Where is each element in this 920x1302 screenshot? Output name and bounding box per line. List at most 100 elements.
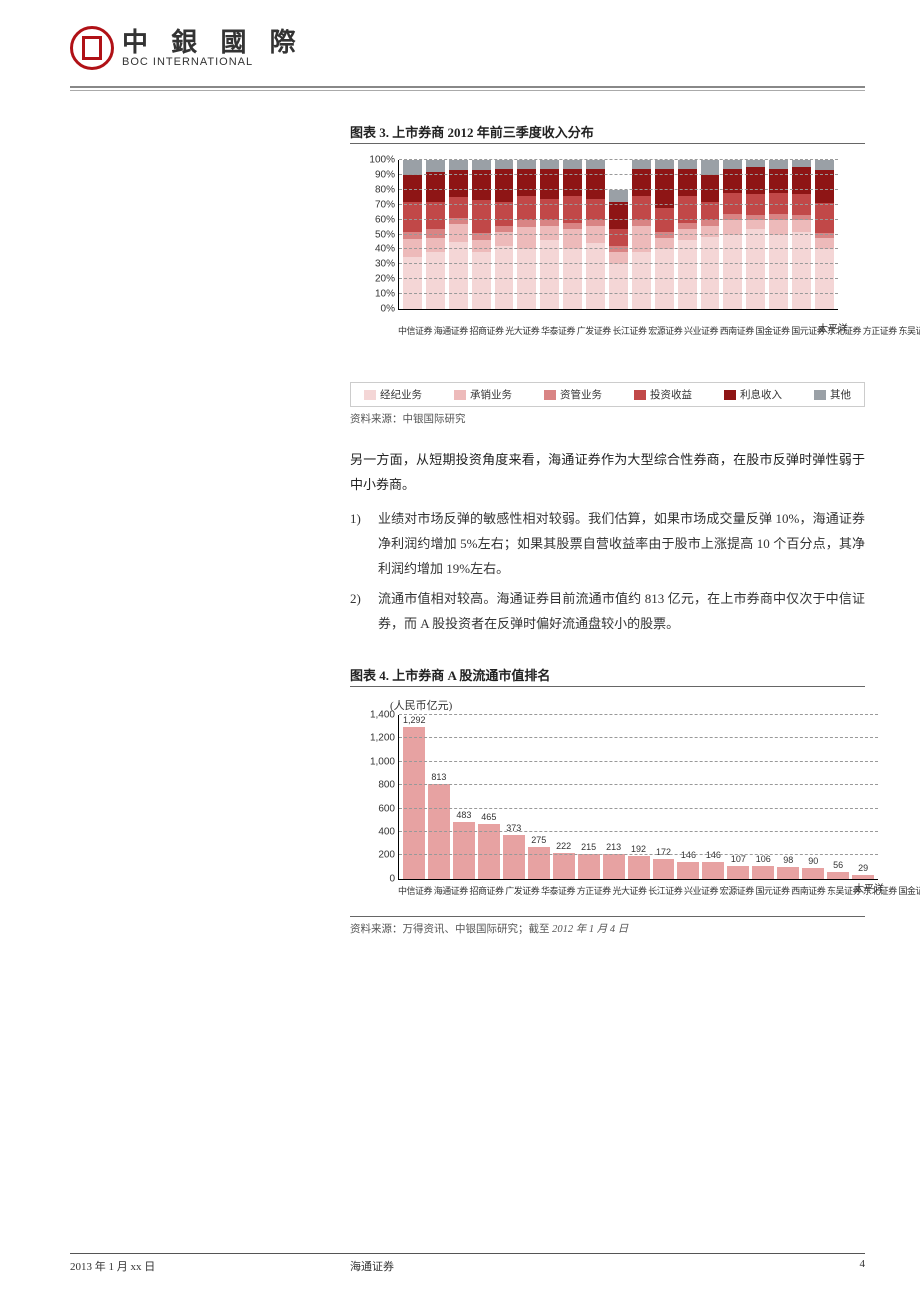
chart4-ytick: 200: [351, 850, 395, 861]
chart3-bars: [399, 160, 838, 309]
chart3-seg: [746, 160, 765, 167]
chart3-seg: [517, 249, 536, 309]
chart4-bar: 146: [677, 862, 699, 879]
footer-company: 海通证券: [350, 1258, 860, 1274]
chart3-seg: [540, 199, 559, 220]
chart3-seg: [517, 196, 536, 220]
chart3-bar: [655, 160, 674, 309]
chart3-bar: [517, 160, 536, 309]
chart3-seg: [472, 200, 491, 233]
chart3-bar: [495, 160, 514, 309]
chart3-seg: [746, 167, 765, 194]
chart3-seg: [472, 160, 491, 170]
legend-item: 其他: [814, 387, 851, 402]
chart3-ytick: 0%: [359, 304, 395, 315]
chart4-ytick: 400: [351, 826, 395, 837]
chart3-seg: [815, 170, 834, 203]
chart4-bar: 90: [802, 868, 824, 879]
chart3-bar: [678, 160, 697, 309]
chart3-ytick: 70%: [359, 199, 395, 210]
legend-swatch: [544, 390, 556, 400]
list-item: 2)流通市值相对较高。海通证券目前流通市值约 813 亿元，在上市券商中仅次于中…: [350, 587, 865, 636]
chart3-seg: [563, 249, 582, 309]
chart3-seg: [586, 243, 605, 309]
chart4-ytick: 1,200: [351, 733, 395, 744]
chart4-bar-value: 275: [528, 835, 550, 845]
legend-item: 承销业务: [454, 387, 512, 402]
chart3-ytick: 30%: [359, 259, 395, 270]
chart3-gridline: [399, 219, 838, 220]
chart3-seg: [540, 160, 559, 169]
chart3-seg: [449, 160, 468, 170]
chart4-bar-value: 106: [752, 854, 774, 864]
chart4-gridline: [399, 714, 878, 715]
chart3-seg: [609, 264, 628, 309]
chart3-seg: [792, 232, 811, 309]
chart3-seg: [792, 220, 811, 232]
chart4-source-date: 2012 年 1 月 4 日: [552, 924, 628, 935]
list-item: 1)业绩对市场反弹的敏感性相对较弱。我们估算，如果市场成交量反弹 10%，海通证…: [350, 507, 865, 581]
chart3-seg: [403, 202, 422, 232]
chart3-seg: [792, 167, 811, 194]
chart3-seg: [815, 249, 834, 309]
chart3-seg: [632, 196, 651, 220]
chart3-bar: [769, 160, 788, 309]
chart3-bar: [746, 160, 765, 309]
chart3-seg: [678, 160, 697, 169]
legend-item: 经纪业务: [364, 387, 422, 402]
list-item-number: 2): [350, 587, 378, 636]
numbered-list: 1)业绩对市场反弹的敏感性相对较弱。我们估算，如果市场成交量反弹 10%，海通证…: [350, 507, 865, 636]
legend-label: 承销业务: [470, 387, 512, 402]
chart3-bar: [792, 160, 811, 309]
chart4-bar-value: 222: [553, 841, 575, 851]
chart4-bar-value: 90: [802, 856, 824, 866]
legend-swatch: [454, 390, 466, 400]
chart3-seg: [586, 199, 605, 220]
legend-label: 投资收益: [650, 387, 692, 402]
footer-page: 4: [860, 1258, 866, 1274]
chart3-ytick: 60%: [359, 214, 395, 225]
chart3-seg: [632, 252, 651, 309]
chart3-ytick: 10%: [359, 289, 395, 300]
chart4-ytick: 600: [351, 803, 395, 814]
chart3-seg: [678, 240, 697, 309]
chart4-title-rule: [350, 686, 865, 687]
footer-date: 2013 年 1 月 xx 日: [70, 1258, 350, 1274]
chart3-seg: [426, 202, 445, 229]
chart3-seg: [609, 229, 628, 247]
list-item-text: 业绩对市场反弹的敏感性相对较弱。我们估算，如果市场成交量反弹 10%，海通证券净…: [378, 507, 865, 581]
chart3-seg: [403, 257, 422, 309]
chart4-bar: 98: [777, 867, 799, 878]
header-rule-thick: [70, 86, 865, 88]
chart3-ytick: 80%: [359, 184, 395, 195]
chart3-seg: [472, 252, 491, 309]
page-header: 中 銀 國 際 BOC INTERNATIONAL: [0, 0, 920, 90]
chart4-bar-value: 29: [852, 863, 874, 873]
chart3-seg: [769, 235, 788, 310]
chart3-seg: [426, 238, 445, 253]
chart3-seg: [472, 170, 491, 200]
chart4-xlabel-row: 中信证券 海通证券 招商证券 广发证券 华泰证券 方正证券 光大证券 长江证券 …: [398, 884, 878, 897]
chart4-bar-value: 213: [603, 842, 625, 852]
chart4-bar: 213: [603, 854, 625, 879]
chart4-source-prefix: 资料来源：万得资讯、中银国际研究；截至: [350, 924, 552, 935]
paragraph-1: 另一方面，从短期投资角度来看，海通证券作为大型综合性券商，在股市反弹时弹性弱于中…: [350, 448, 865, 497]
chart3-seg: [701, 160, 720, 175]
chart3-seg: [426, 172, 445, 202]
chart3-gridline: [399, 234, 838, 235]
chart3-seg: [769, 220, 788, 235]
chart4-bar-value: 1,292: [403, 715, 425, 725]
legend-swatch: [634, 390, 646, 400]
chart4-gridline: [399, 854, 878, 855]
chart3-seg: [426, 252, 445, 309]
legend-label: 其他: [830, 387, 851, 402]
chart3-bar: [586, 160, 605, 309]
chart4-ylabel: (人民币亿元): [390, 697, 865, 713]
logo-group: 中 銀 國 際 BOC INTERNATIONAL: [70, 26, 920, 70]
chart3-ytick: 40%: [359, 244, 395, 255]
chart4-gridline: [399, 808, 878, 809]
chart3-plot: 0%10%20%30%40%50%60%70%80%90%100%: [398, 160, 838, 310]
chart4-ytick: 0: [351, 873, 395, 884]
chart3-seg: [563, 229, 582, 250]
chart3-seg: [586, 226, 605, 244]
